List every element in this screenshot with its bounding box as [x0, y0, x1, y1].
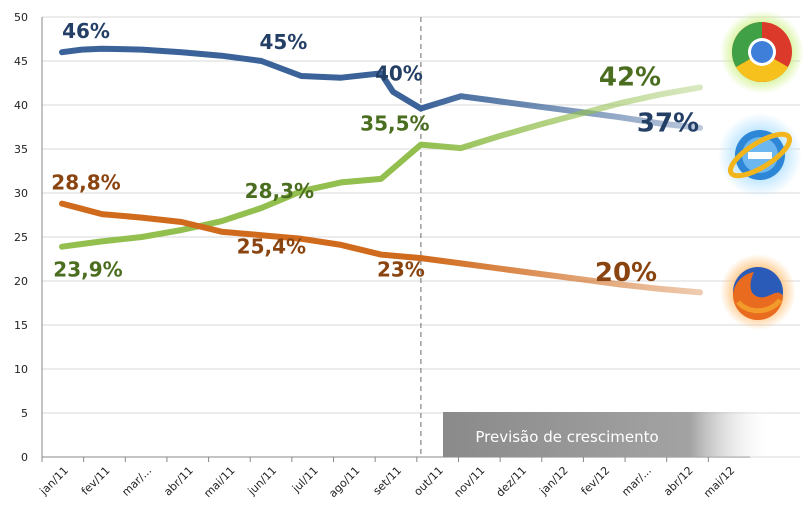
- y-tick-label: 35: [14, 143, 28, 156]
- y-tick-label: 20: [14, 275, 28, 288]
- y-axis-ticks: 0 5 10 15 20 25 30 35 40 45 50: [14, 11, 43, 464]
- data-label: 45%: [259, 30, 307, 54]
- x-tick-label: jul/11: [289, 464, 321, 496]
- firefox-icon: [720, 254, 796, 330]
- x-tick-label: jan/11: [37, 464, 71, 498]
- x-tick-label: ago/11: [326, 464, 362, 500]
- data-label: 37%: [637, 108, 699, 138]
- data-label: 23%: [377, 258, 425, 282]
- data-label: 25,4%: [237, 234, 306, 258]
- chrome-icon: [720, 10, 804, 94]
- data-label: 35,5%: [360, 112, 429, 136]
- data-label: 20%: [595, 258, 657, 288]
- x-tick-label: jan/12: [536, 464, 570, 498]
- data-label: 28,3%: [245, 179, 314, 203]
- internet-explorer-icon: [718, 113, 802, 197]
- series-line-firefox: [59, 200, 703, 296]
- data-label: 42%: [599, 62, 661, 92]
- data-label: 23,9%: [53, 258, 122, 282]
- y-tick-label: 15: [14, 319, 28, 332]
- y-tick-label: 0: [21, 451, 28, 464]
- x-tick-label: abr/12: [661, 464, 696, 499]
- y-tick-label: 50: [14, 11, 28, 24]
- x-tick-label: fev/12: [579, 464, 613, 498]
- x-tick-label: nov/11: [451, 464, 487, 500]
- forecast-label: Previsão de crescimento: [475, 428, 658, 446]
- data-label: 28,8%: [51, 171, 120, 195]
- data-label: 46%: [62, 19, 110, 43]
- data-labels: 46% 45% 40% 37% 23,9% 28,3% 35,5% 42% 28,8% 25,4%…: [51, 19, 699, 288]
- y-tick-label: 10: [14, 363, 28, 376]
- x-tick-label: set/11: [371, 464, 405, 498]
- x-tick-label: dez/11: [494, 464, 530, 500]
- x-tick-label: mar/...: [619, 464, 654, 499]
- y-tick-label: 25: [14, 231, 28, 244]
- x-tick-label: mar/...: [119, 464, 154, 499]
- y-tick-label: 5: [21, 407, 28, 420]
- forecast-band: Previsão de crescimento: [443, 412, 773, 457]
- x-tick-label: mai/11: [201, 464, 237, 500]
- series-lines: [59, 45, 703, 296]
- x-tick-label: fev/11: [79, 464, 113, 498]
- y-tick-label: 30: [14, 187, 28, 200]
- y-tick-label: 40: [14, 99, 28, 112]
- x-axis: jan/11 fev/11 mar/... abr/11 mai/11 jun/11 jul…: [37, 456, 750, 500]
- data-label: 40%: [375, 62, 423, 86]
- series-line-chrome: [59, 84, 703, 250]
- x-tick-label: mai/12: [701, 464, 737, 500]
- x-tick-label: jun/11: [245, 464, 279, 498]
- x-tick-label: out/11: [411, 464, 445, 498]
- y-tick-label: 45: [14, 55, 28, 68]
- x-tick-label: abr/11: [161, 464, 196, 499]
